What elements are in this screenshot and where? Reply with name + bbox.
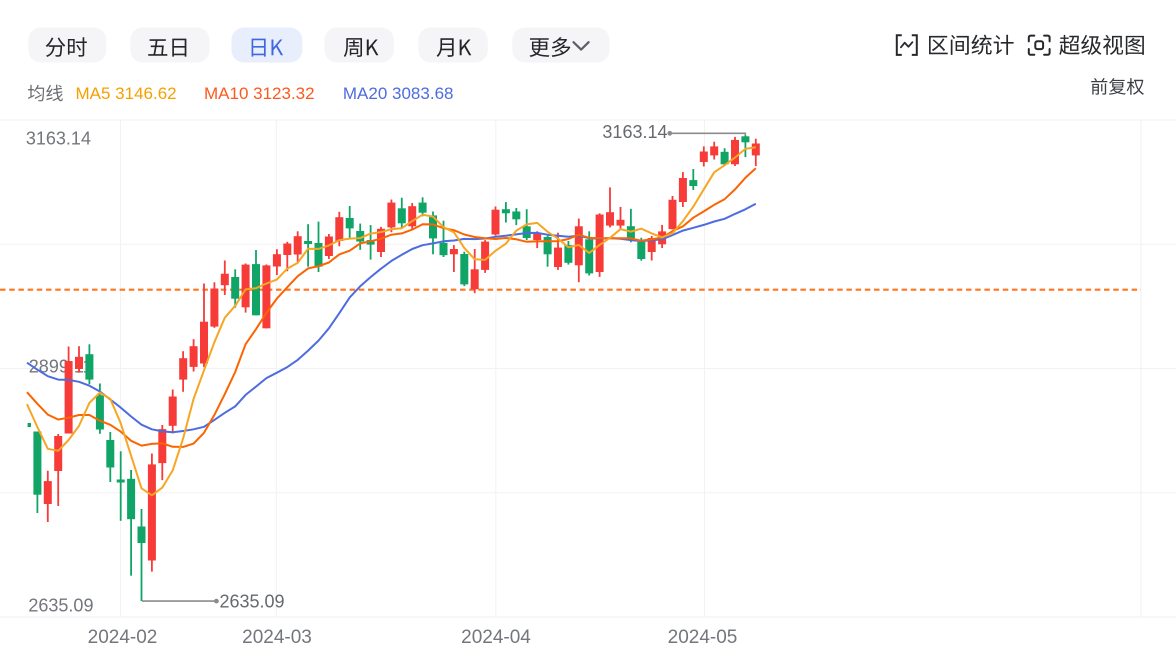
svg-text:3163.14: 3163.14 xyxy=(26,128,91,148)
svg-text:2635.09: 2635.09 xyxy=(220,592,285,612)
svg-text:2635.09: 2635.09 xyxy=(28,595,93,615)
svg-text:MA10 3123.32: MA10 3123.32 xyxy=(204,84,315,103)
svg-text:2024-04: 2024-04 xyxy=(461,627,531,648)
svg-text:3163.14: 3163.14 xyxy=(602,122,667,142)
svg-text:MA20 3083.68: MA20 3083.68 xyxy=(343,84,454,103)
svg-text:2024-02: 2024-02 xyxy=(88,627,158,648)
svg-text:MA5 3146.62: MA5 3146.62 xyxy=(76,84,177,103)
svg-text:2024-03: 2024-03 xyxy=(242,627,312,648)
svg-text:2024-05: 2024-05 xyxy=(668,627,738,648)
